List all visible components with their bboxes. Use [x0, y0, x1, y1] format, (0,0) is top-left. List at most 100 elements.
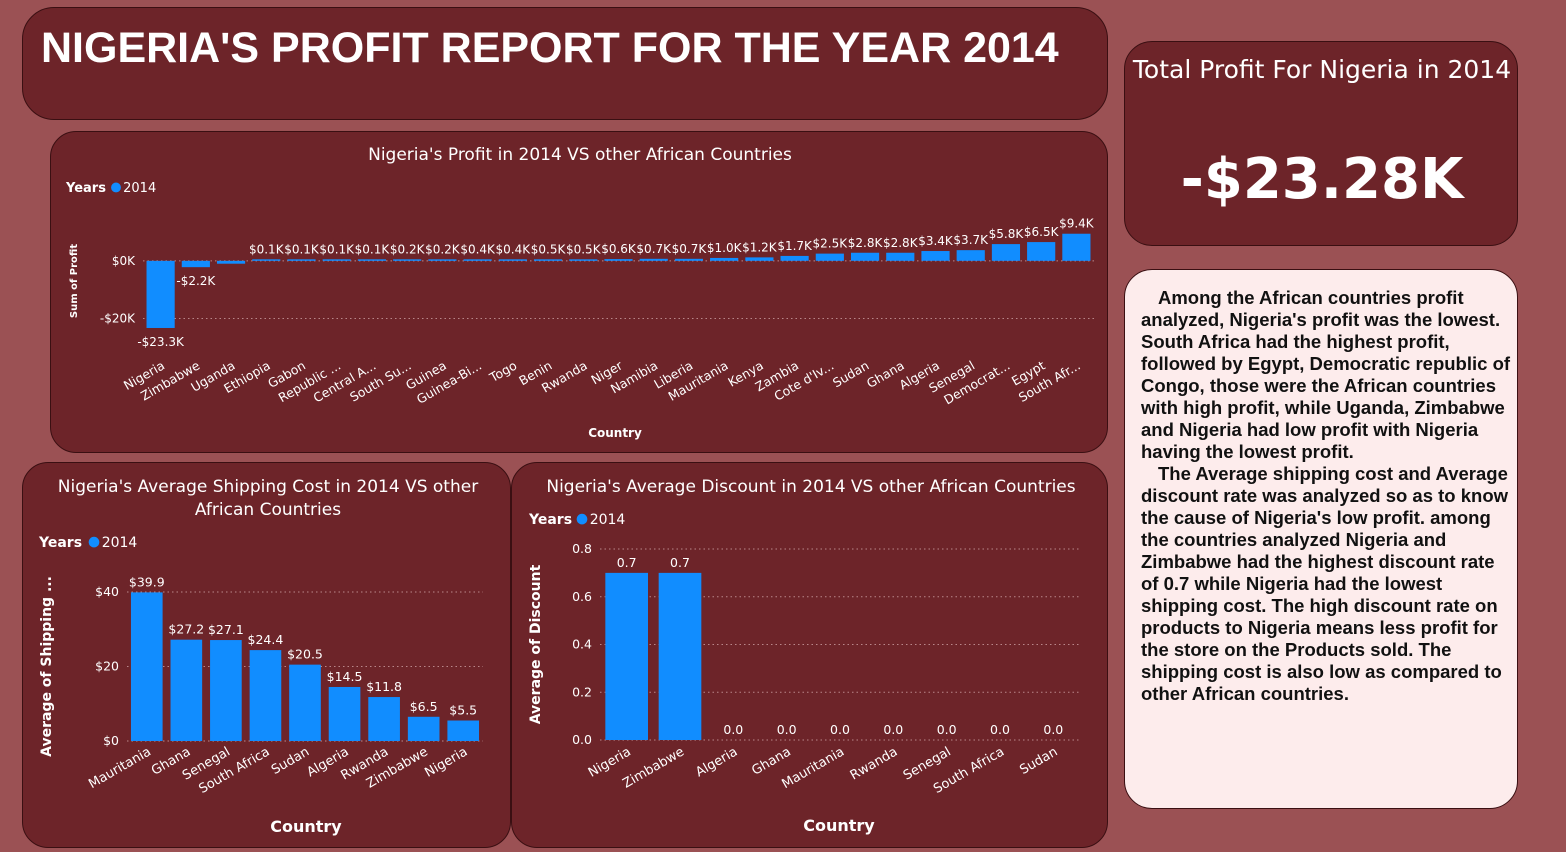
data-label: 0.0 [777, 722, 797, 737]
data-label: $24.4 [248, 632, 284, 647]
bar-central-a-[interactable] [357, 259, 387, 261]
bar-guinea[interactable] [428, 259, 457, 261]
bar-senegal[interactable] [956, 250, 985, 261]
legend-title: Years [65, 181, 106, 196]
analysis-text-box: Among the African countries profit analy… [1124, 269, 1518, 809]
y-tick-label: -$20K [100, 311, 136, 325]
data-label: $14.5 [327, 669, 363, 684]
data-label: $0.6K [601, 242, 637, 256]
bar-senegal[interactable] [210, 640, 242, 741]
data-label: $3.4K [918, 234, 954, 248]
x-tick-label: Mauritania [86, 744, 153, 792]
bar-south-afr-[interactable] [1062, 233, 1091, 261]
data-label: $27.1 [208, 622, 244, 637]
bar-togo[interactable] [498, 259, 527, 261]
y-tick-label: 0.6 [572, 589, 592, 604]
legend-marker [576, 513, 588, 525]
data-label: $2.8K [848, 236, 884, 250]
data-label: $0.1K [319, 242, 355, 256]
bar-nigeria[interactable] [146, 260, 175, 328]
bar-algeria[interactable] [328, 686, 361, 741]
bar-ghana[interactable] [886, 252, 915, 261]
bar-mauritania[interactable] [130, 592, 163, 741]
bar-zimbabwe[interactable] [407, 716, 440, 741]
title-panel: NIGERIA'S PROFIT REPORT FOR THE YEAR 201… [22, 7, 1108, 120]
bar-south-su-[interactable] [393, 259, 422, 261]
bar-cote-d-iv-[interactable] [815, 253, 844, 261]
discount-chart-panel[interactable]: Nigeria's Average Discount in 2014 VS ot… [511, 462, 1108, 848]
discount-chart[interactable]: Nigeria's Average Discount in 2014 VS ot… [512, 463, 1109, 849]
chart-title: Nigeria's Average Discount in 2014 VS ot… [546, 477, 1075, 497]
bar-nigeria[interactable] [605, 572, 648, 740]
data-label: -$2.2K [176, 274, 216, 288]
data-label: $1.2K [742, 240, 778, 254]
y-axis-title: Average of Discount [528, 564, 544, 724]
bar-kenya[interactable] [745, 257, 774, 261]
x-tick-label: Sudan [1017, 744, 1060, 777]
bar-ghana[interactable] [170, 639, 203, 741]
bar-zimbabwe[interactable] [181, 260, 210, 268]
chart-title: Nigeria's Profit in 2014 VS other Africa… [368, 145, 792, 165]
bar-liberia[interactable] [674, 258, 704, 261]
bar-zambia[interactable] [780, 255, 809, 261]
data-label: $3.7K [953, 233, 989, 247]
x-tick-label: Sudan [269, 744, 312, 777]
x-tick-label: Algeria [693, 744, 740, 780]
legend-marker [111, 182, 121, 193]
data-label: $0.7K [672, 242, 708, 256]
x-axis-title: Country [270, 817, 342, 836]
bar-benin[interactable] [533, 259, 563, 261]
bar-guinea-bi-[interactable] [463, 259, 492, 261]
data-label: $0.2K [425, 242, 461, 256]
bar-rwanda[interactable] [368, 697, 400, 741]
data-label: 0.0 [830, 722, 850, 737]
data-label: $6.5 [410, 699, 438, 714]
data-label: $6.5K [1024, 225, 1060, 239]
bar-uganda[interactable] [216, 260, 246, 264]
kpi-card[interactable]: Total Profit For Nigeria in 2014 -$23.28… [1124, 41, 1518, 246]
profit-chart[interactable]: Nigeria's Profit in 2014 VS other Africa… [51, 132, 1109, 454]
analysis-text: Among the African countries profit analy… [1141, 287, 1511, 705]
bar-niger[interactable] [604, 259, 633, 261]
bar-rwanda[interactable] [569, 259, 598, 261]
bar-sudan[interactable] [850, 252, 880, 261]
y-axis-title: Sum of Profit [69, 244, 80, 318]
data-label: 0.7 [617, 555, 637, 570]
shipping-chart-panel[interactable]: Nigeria's Average Shipping Cost in 2014 … [22, 462, 511, 848]
x-tick-label: Nigeria [422, 744, 470, 780]
data-label: 0.0 [937, 722, 957, 737]
data-label: 0.7 [670, 555, 690, 570]
data-label: $20.5 [287, 647, 323, 662]
data-label: $0.1K [249, 242, 285, 256]
shipping-chart[interactable]: Nigeria's Average Shipping Cost in 2014 … [23, 463, 512, 849]
x-tick-label: Ghana [749, 744, 793, 778]
data-label: -$23.3K [137, 335, 185, 349]
data-label: 0.0 [883, 722, 903, 737]
data-label: $27.2 [168, 622, 204, 637]
bar-sudan[interactable] [289, 664, 321, 741]
bar-zimbabwe[interactable] [658, 572, 702, 740]
profit-chart-panel[interactable]: Nigeria's Profit in 2014 VS other Africa… [50, 131, 1108, 453]
bar-gabon[interactable] [287, 259, 316, 261]
data-label: $1.0K [707, 241, 743, 255]
chart-title: African Countries [195, 500, 341, 520]
y-tick-label: $20 [95, 659, 119, 674]
y-tick-label: 0.2 [572, 684, 592, 699]
bar-egypt[interactable] [1027, 242, 1056, 261]
bar-republic-[interactable] [322, 259, 351, 261]
bar-democrat-[interactable] [991, 244, 1021, 261]
page-title: NIGERIA'S PROFIT REPORT FOR THE YEAR 201… [41, 24, 1059, 72]
data-label: $0.5K [531, 242, 567, 256]
bar-algeria[interactable] [921, 251, 950, 261]
data-label: $9.4K [1059, 217, 1095, 231]
x-tick-label: Zimbabwe [620, 744, 687, 791]
bar-namibia[interactable] [639, 258, 668, 261]
analysis-paragraph-2: The Average shipping cost and Average di… [1141, 463, 1509, 704]
bar-nigeria[interactable] [447, 720, 480, 741]
legend-label: 2014 [123, 181, 156, 196]
bar-ethiopia[interactable] [252, 259, 281, 261]
bar-south-africa[interactable] [249, 650, 282, 741]
bar-mauritania[interactable] [710, 257, 739, 261]
data-label: 0.0 [723, 722, 743, 737]
data-label: $5.8K [989, 227, 1025, 241]
